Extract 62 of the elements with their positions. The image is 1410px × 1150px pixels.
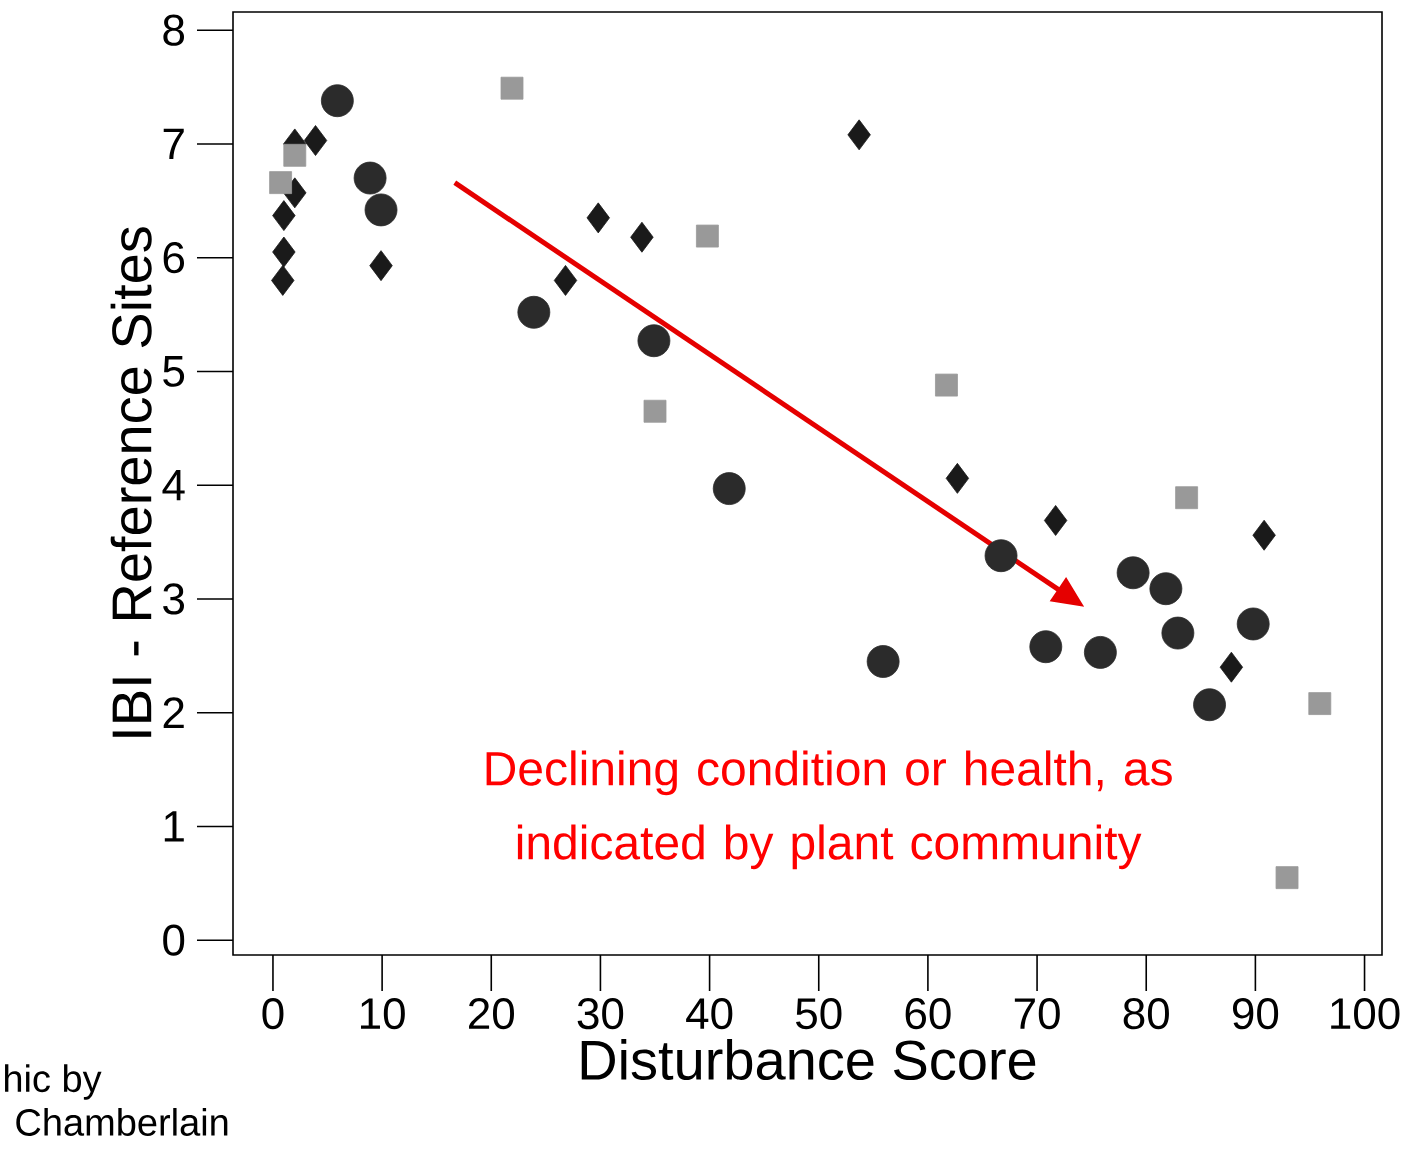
point bbox=[353, 161, 387, 195]
x-axis-title: Disturbance Score bbox=[581, 1038, 1036, 1081]
x-tick-label: 10 bbox=[361, 998, 405, 1030]
point bbox=[320, 84, 354, 118]
point bbox=[984, 539, 1018, 573]
point bbox=[696, 224, 719, 248]
point bbox=[303, 125, 328, 156]
point bbox=[586, 202, 610, 234]
point bbox=[643, 399, 667, 423]
y-tick-label: 1 bbox=[164, 811, 184, 842]
y-tick-label: 4 bbox=[162, 470, 185, 501]
point bbox=[712, 472, 746, 506]
point bbox=[935, 373, 958, 397]
point bbox=[1193, 688, 1226, 722]
point bbox=[500, 76, 524, 100]
point bbox=[272, 236, 296, 268]
y-tick-label: 6 bbox=[163, 242, 185, 274]
point bbox=[1116, 556, 1150, 590]
point bbox=[630, 221, 654, 253]
point bbox=[1236, 607, 1270, 641]
point bbox=[866, 645, 900, 678]
point bbox=[945, 462, 970, 494]
text: hic by bbox=[5, 1064, 102, 1100]
point bbox=[1149, 572, 1183, 606]
x-tick-label: 80 bbox=[1123, 998, 1169, 1030]
x-tick-label: 30 bbox=[577, 998, 624, 1030]
y-tick-label: 5 bbox=[163, 356, 185, 387]
y-tick-label: 0 bbox=[163, 924, 185, 956]
point bbox=[271, 265, 295, 296]
x-tick-label: 40 bbox=[686, 998, 733, 1030]
point bbox=[637, 324, 671, 358]
x-tick-label: 70 bbox=[1014, 998, 1060, 1030]
point bbox=[272, 200, 296, 231]
point bbox=[269, 171, 292, 195]
y-tick-label: 3 bbox=[163, 583, 185, 615]
y-axis-title: IBI - Reference Sites bbox=[110, 227, 152, 737]
x-tick-label: 20 bbox=[469, 998, 515, 1030]
point bbox=[1043, 505, 1068, 536]
point bbox=[1029, 630, 1063, 664]
point bbox=[1175, 486, 1199, 510]
point bbox=[847, 119, 871, 151]
x-tick-label: 50 bbox=[796, 998, 842, 1030]
point bbox=[283, 143, 307, 167]
point bbox=[1252, 519, 1276, 551]
y-tick-label: 2 bbox=[163, 697, 184, 729]
x-tick-label: 90 bbox=[1232, 998, 1279, 1030]
annotation: Declining condition or health, as indicated by plant community bbox=[486, 750, 1172, 870]
x-tick-label: 100 bbox=[1331, 998, 1400, 1030]
point bbox=[369, 250, 393, 282]
point bbox=[1275, 866, 1299, 890]
point bbox=[1161, 616, 1195, 650]
y-tick-label: 7 bbox=[163, 128, 184, 160]
point bbox=[1219, 651, 1244, 683]
x-tick-label: 60 bbox=[905, 998, 951, 1030]
point bbox=[1308, 692, 1332, 715]
point bbox=[517, 295, 551, 329]
text: Chamberlain bbox=[16, 1108, 228, 1136]
x-tick-label: 0 bbox=[262, 998, 284, 1030]
y-tick-label: 8 bbox=[163, 14, 185, 46]
point bbox=[553, 265, 578, 296]
point bbox=[1083, 636, 1117, 669]
point bbox=[364, 193, 398, 227]
